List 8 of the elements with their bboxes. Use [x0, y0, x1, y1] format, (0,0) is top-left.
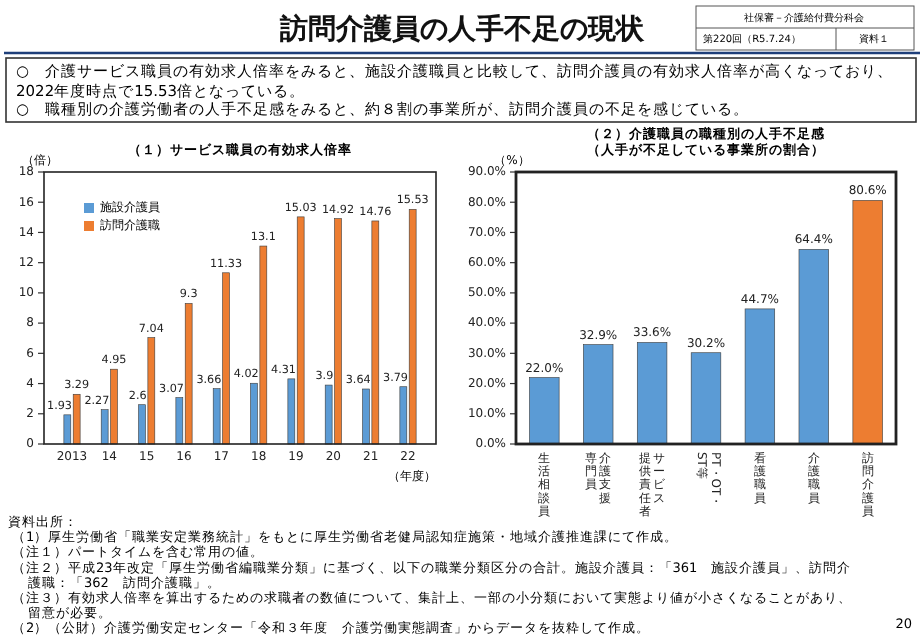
bar [583, 344, 614, 445]
bar [798, 249, 829, 445]
bar [636, 342, 668, 445]
bar [852, 200, 883, 445]
bar [529, 377, 560, 445]
bar [744, 308, 776, 445]
bar [690, 352, 722, 445]
text: 訪問介護員の人手不足の現状 [278, 12, 646, 46]
